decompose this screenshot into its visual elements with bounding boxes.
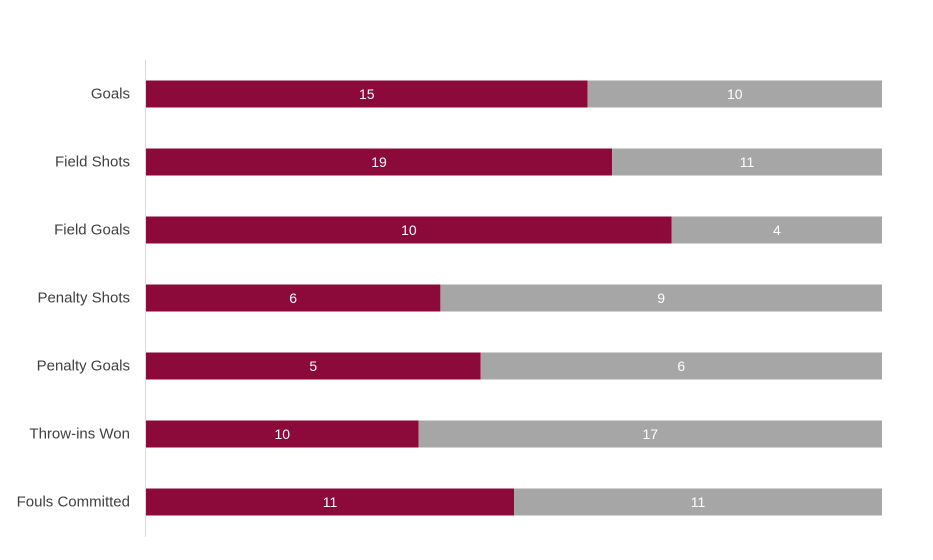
- bar-segment-series-1: [146, 216, 672, 244]
- data-label-series-2: 11: [740, 154, 755, 170]
- data-label-series-2: 11: [691, 494, 706, 510]
- bar-segment-series-1: [146, 148, 613, 176]
- bar-segment-series-2: [480, 352, 882, 380]
- bar-segment-series-1: [146, 420, 419, 448]
- category-label: Field Shots: [55, 154, 130, 171]
- bar-segment-series-2: [612, 148, 882, 176]
- category-label: Fouls Committed: [17, 494, 130, 511]
- data-label-series-1: 11: [323, 494, 338, 510]
- bar-segment-series-2: [440, 284, 882, 312]
- category-label: Field Goals: [54, 222, 130, 239]
- bar-segment-series-1: [146, 488, 514, 516]
- bar-segment-series-1: [146, 284, 441, 312]
- bars-layer: [146, 80, 882, 516]
- labels-layer: Goals 15 10 Field Shots 19 11 Field Goals 10 4 Pe…: [17, 86, 781, 511]
- category-label: Throw-ins Won: [29, 426, 130, 443]
- category-label: Penalty Shots: [37, 290, 130, 307]
- data-label-series-1: 15: [359, 86, 375, 102]
- data-label-series-1: 10: [401, 222, 417, 238]
- bar-segment-series-2: [587, 80, 882, 108]
- data-label-series-1: 6: [289, 290, 297, 306]
- data-label-series-2: 6: [677, 358, 685, 374]
- data-label-series-1: 10: [275, 426, 291, 442]
- bar-segment-series-1: [146, 80, 588, 108]
- data-label-series-1: 5: [309, 358, 317, 374]
- category-label: Penalty Goals: [37, 358, 130, 375]
- data-label-series-2: 4: [773, 222, 781, 238]
- bar-segment-series-2: [671, 216, 882, 244]
- data-label-series-2: 9: [657, 290, 665, 306]
- category-label: Goals: [91, 86, 130, 103]
- data-label-series-2: 10: [727, 86, 743, 102]
- bar-segment-series-2: [418, 420, 882, 448]
- bar-segment-series-2: [514, 488, 882, 516]
- data-label-series-1: 19: [371, 154, 387, 170]
- bar-segment-series-1: [146, 352, 481, 380]
- data-label-series-2: 17: [643, 426, 659, 442]
